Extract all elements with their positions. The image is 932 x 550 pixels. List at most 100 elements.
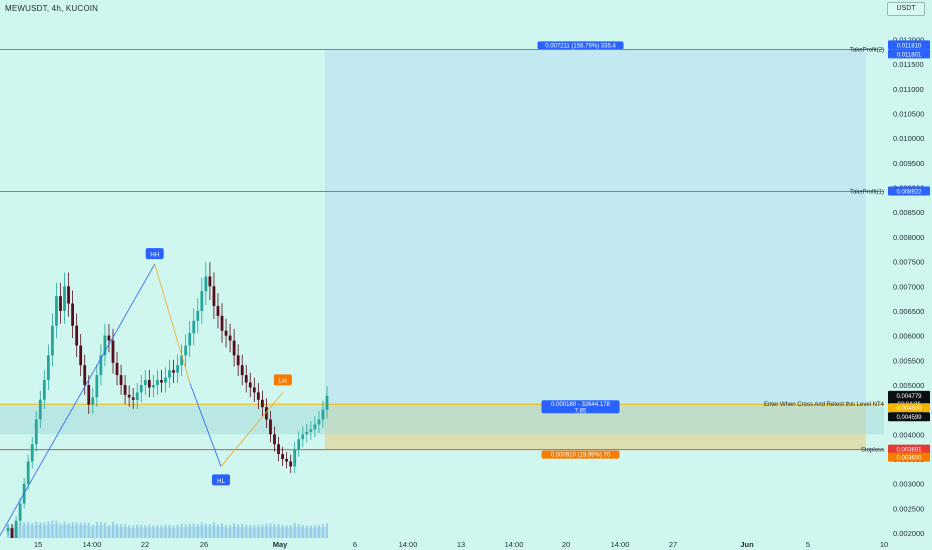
price-tick: 0.002500 [893,504,924,513]
candle-body [18,503,22,521]
candle-body [75,325,79,346]
swing-hl-label: HL [217,479,225,485]
date-tick: 14:00 [399,540,418,549]
volume-bar [148,524,151,538]
volume-bar [23,522,26,538]
candle-body [71,303,75,326]
candle-body [269,419,272,435]
volume-bar [164,525,167,538]
candle-body [204,276,208,292]
volume-bar [51,520,54,538]
stop-info-box [541,450,620,459]
entry-price-tag [888,403,930,413]
candle-body [248,382,252,388]
candle-body [313,424,317,430]
candle-body [192,320,196,334]
candle-body [317,419,321,425]
candle-body [10,528,14,538]
candle-body [67,286,70,304]
volume-bar [180,524,183,538]
volume-bar [281,525,284,538]
price-tick: 0.009500 [893,159,924,168]
volume-bar [253,525,256,538]
entry-info-text: 7.85 [575,409,587,415]
take-profit-2-label: TakeProfit(2) [850,47,884,53]
candle-body [42,380,46,400]
volume-bar [27,521,30,538]
volume-bar [273,524,276,538]
candle-body [143,380,147,385]
swing-lh-label: LH [279,379,287,385]
zigzag-segment [0,263,156,536]
enter-instruction: Enter When Cross And Retest this Level N… [764,402,885,408]
date-tick: 27 [669,540,677,549]
candle-body [297,439,301,450]
candle-body [168,370,171,378]
volume-bar [140,524,143,538]
volume-bar [321,524,324,538]
volume-bar [95,521,98,538]
candle-body [34,419,38,445]
swing-lh-label-badge [273,374,292,386]
candle-body [127,394,131,398]
volume-bar [111,521,114,538]
volume-bar [19,522,22,538]
volume-bar [289,525,292,538]
volume-bar [91,524,94,538]
candle-body [285,459,289,462]
time-axis[interactable] [0,538,886,550]
volume-bar [47,521,50,538]
price-tick: 0.002000 [893,529,924,538]
candle-body [38,399,42,420]
price-axis[interactable] [886,0,932,550]
volume-bar [144,525,147,538]
price-tick: 0.008500 [893,208,924,217]
volume-bar [128,525,131,538]
stoploss-label: Stoploss [861,448,884,454]
target-info-text: 0.007211 (156.79%) 335.4 [545,43,616,49]
price-tick: 0.011000 [893,85,924,94]
date-tick: 14:00 [83,540,102,549]
candle-body [139,384,143,393]
swing-hh-label: HH [150,253,159,259]
volume-bar [136,524,139,538]
volume-bar [99,522,102,538]
volume-bar [67,522,70,538]
candle-body [309,429,313,432]
price-tick: 0.012000 [893,35,924,44]
candle-body [131,397,135,400]
candle-body [212,286,216,307]
candle-body [14,520,18,538]
volume-bar [39,522,42,538]
candle-body [79,345,83,366]
stop-price-b-tag [888,452,930,462]
zigzag-segment [154,263,191,384]
band-price: 0.004599 [896,415,922,421]
date-tick: 22 [141,540,149,549]
date-tick: 15 [34,540,42,549]
candle-body [83,365,87,385]
price-tick: 0.003000 [893,480,924,489]
volume-bar [192,523,195,538]
candle-body [236,355,240,366]
date-tick: Jun [740,540,754,549]
volume-bar [83,522,86,538]
volume-bar [172,525,175,538]
volume-bar [225,525,228,538]
volume-bar [305,525,308,538]
candle-body [151,384,155,388]
volume-bar [35,521,38,538]
candle-body [256,392,260,400]
volume-bar [204,523,207,538]
price-tick: 0.007500 [893,258,924,267]
candle-body [156,380,159,385]
volume-bar [221,523,224,538]
price-tick: 0.008000 [893,233,924,242]
volume-bar [31,522,34,538]
currency-selector[interactable]: USDT [887,2,925,16]
candle-body [51,325,54,356]
date-tick: 14:00 [505,540,524,549]
stop-price-b: 0.003650 [896,456,922,462]
